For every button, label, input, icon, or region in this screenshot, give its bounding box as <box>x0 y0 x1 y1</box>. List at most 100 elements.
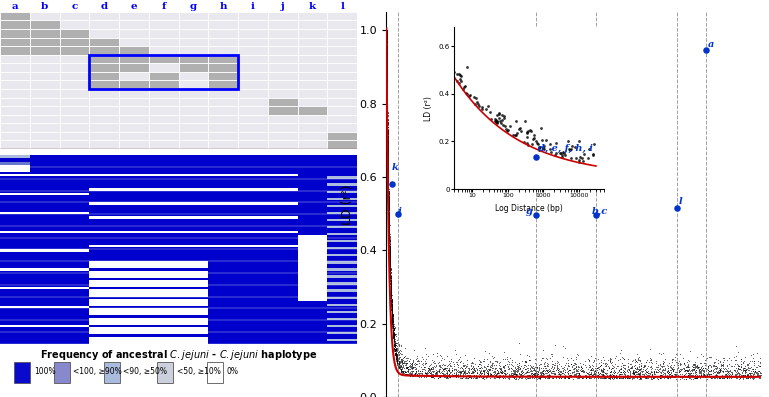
Point <box>381 157 394 164</box>
Point <box>608 374 621 380</box>
Point <box>384 279 397 285</box>
Bar <box>298 202 328 205</box>
Point <box>388 336 401 343</box>
Bar <box>268 233 298 235</box>
Bar <box>298 247 328 249</box>
Point <box>611 374 623 381</box>
Point <box>614 368 627 375</box>
Bar <box>238 304 268 306</box>
Point <box>383 219 395 225</box>
Point <box>381 56 393 63</box>
Point <box>405 360 418 367</box>
Point <box>592 360 604 366</box>
Point <box>621 372 634 378</box>
Point <box>389 348 401 355</box>
Point <box>397 370 409 377</box>
Point <box>382 202 394 209</box>
Point <box>644 358 657 365</box>
Point <box>744 375 757 381</box>
Point <box>381 145 394 152</box>
Point <box>584 364 597 370</box>
Point <box>507 368 519 374</box>
Point <box>617 374 629 381</box>
Point <box>474 359 487 366</box>
Bar <box>59 315 89 318</box>
Point <box>562 367 574 373</box>
Point <box>632 370 644 376</box>
Point <box>384 247 396 254</box>
Point <box>384 287 397 293</box>
Point <box>383 232 395 239</box>
Point <box>606 362 618 368</box>
Point <box>712 370 724 376</box>
Point <box>739 368 751 375</box>
Point <box>389 342 401 348</box>
Point <box>605 364 618 371</box>
Point <box>568 366 581 372</box>
Bar <box>178 123 208 132</box>
Point <box>485 353 498 359</box>
Point <box>388 338 401 344</box>
Point <box>380 27 392 33</box>
Point <box>525 372 538 379</box>
Bar <box>268 280 298 282</box>
Bar <box>89 63 119 72</box>
Point <box>496 363 508 370</box>
Bar <box>208 188 238 191</box>
Point <box>382 161 394 167</box>
Point <box>689 375 701 381</box>
Point <box>381 100 393 106</box>
Point <box>631 369 643 376</box>
Point <box>636 368 648 374</box>
Point <box>386 310 398 317</box>
Point <box>495 368 508 375</box>
Point <box>384 254 396 260</box>
Bar <box>208 170 238 172</box>
Point <box>381 97 393 103</box>
Point <box>381 137 394 143</box>
Point <box>381 62 393 69</box>
Bar <box>0 21 30 29</box>
Bar <box>148 216 178 219</box>
Point <box>381 84 393 90</box>
Point <box>432 360 444 366</box>
Point <box>534 368 547 375</box>
Point <box>657 370 670 376</box>
Point <box>528 364 541 371</box>
Point <box>483 367 495 373</box>
Point <box>726 370 738 377</box>
Point <box>382 174 394 181</box>
Point <box>501 356 513 362</box>
Point <box>385 298 398 304</box>
Point <box>548 342 561 348</box>
Point <box>700 367 712 374</box>
Point <box>381 52 393 58</box>
Point <box>515 362 528 369</box>
Point <box>691 375 703 381</box>
Point <box>504 365 517 371</box>
Point <box>747 351 760 357</box>
Point <box>751 358 764 364</box>
Point <box>381 151 394 157</box>
Point <box>382 194 394 200</box>
Bar <box>30 285 59 287</box>
Point <box>381 53 393 60</box>
Bar <box>238 72 268 81</box>
Point <box>705 367 717 373</box>
Point <box>382 149 394 155</box>
Point <box>452 367 464 373</box>
Bar <box>328 205 357 207</box>
Bar <box>238 332 268 334</box>
Point <box>640 369 652 376</box>
Point <box>382 172 394 179</box>
Point <box>384 265 397 272</box>
Point <box>734 366 746 372</box>
Point <box>383 223 395 229</box>
Point <box>498 368 510 374</box>
Bar <box>208 219 238 221</box>
Bar <box>0 106 30 115</box>
Point <box>728 372 741 378</box>
Point <box>381 48 393 54</box>
Point <box>545 369 558 376</box>
Point <box>418 358 431 364</box>
